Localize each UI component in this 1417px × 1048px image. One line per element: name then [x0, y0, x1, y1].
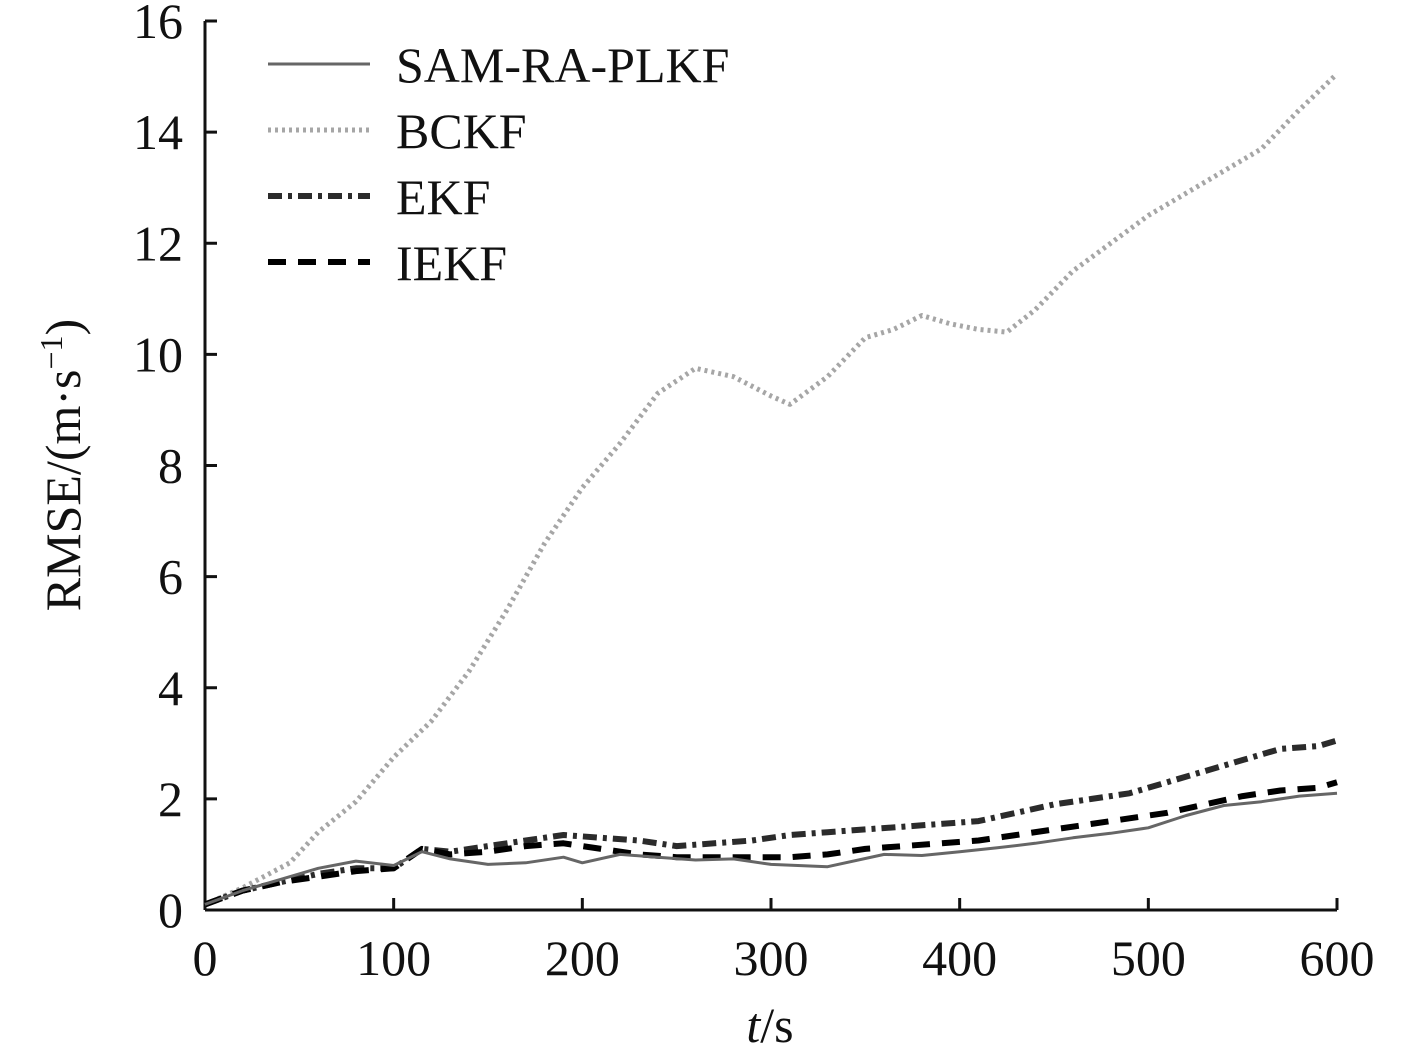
series-layer	[203, 71, 1339, 908]
y-tick-label: 2	[158, 771, 183, 827]
y-axis-label: RMSE/(m·s−1)	[33, 319, 91, 611]
y-tick-label: 0	[158, 882, 183, 938]
legend-label: SAM-RA-PLKF	[396, 37, 729, 93]
series-line-sam-ra-plkf	[204, 791, 1338, 906]
y-axis-label-sup: −1	[33, 335, 69, 369]
y-tick-label: 16	[133, 0, 183, 49]
y-tick-label: 8	[158, 438, 183, 494]
legend-label: BCKF	[396, 103, 527, 159]
x-axis-label-italic: t	[746, 997, 761, 1048]
series-line-bckf	[203, 71, 1339, 907]
x-tick-label: 500	[1111, 930, 1186, 986]
x-tick-label: 200	[545, 930, 620, 986]
x-axis-label: t/s	[746, 997, 793, 1048]
legend-label: IEKF	[396, 235, 507, 291]
x-tick-label: 300	[734, 930, 809, 986]
y-tick-label: 14	[133, 104, 183, 160]
x-axis-label-unit: /s	[760, 997, 793, 1048]
x-tick-label: 600	[1300, 930, 1375, 986]
y-axis-label-main: RMSE/(m·s	[35, 370, 91, 612]
x-tick-label: 0	[193, 930, 218, 986]
x-tick-label: 400	[922, 930, 997, 986]
y-axis-label-close: )	[35, 319, 91, 336]
series-line-iekf	[203, 779, 1338, 908]
legend: SAM-RA-PLKF BCKF EKF IEKF	[268, 37, 729, 291]
y-tick-label: 12	[133, 215, 183, 271]
y-tick-label: 4	[158, 660, 183, 716]
y-tick-label: 6	[158, 549, 183, 605]
axes: 0 100 200 300 400 500 600 0 2 4 6 8 10 12 14 16	[133, 0, 1375, 986]
y-tick-label: 10	[133, 326, 183, 382]
series-line-ekf	[203, 737, 1338, 908]
legend-label: EKF	[396, 169, 490, 225]
x-tick-label: 100	[356, 930, 431, 986]
